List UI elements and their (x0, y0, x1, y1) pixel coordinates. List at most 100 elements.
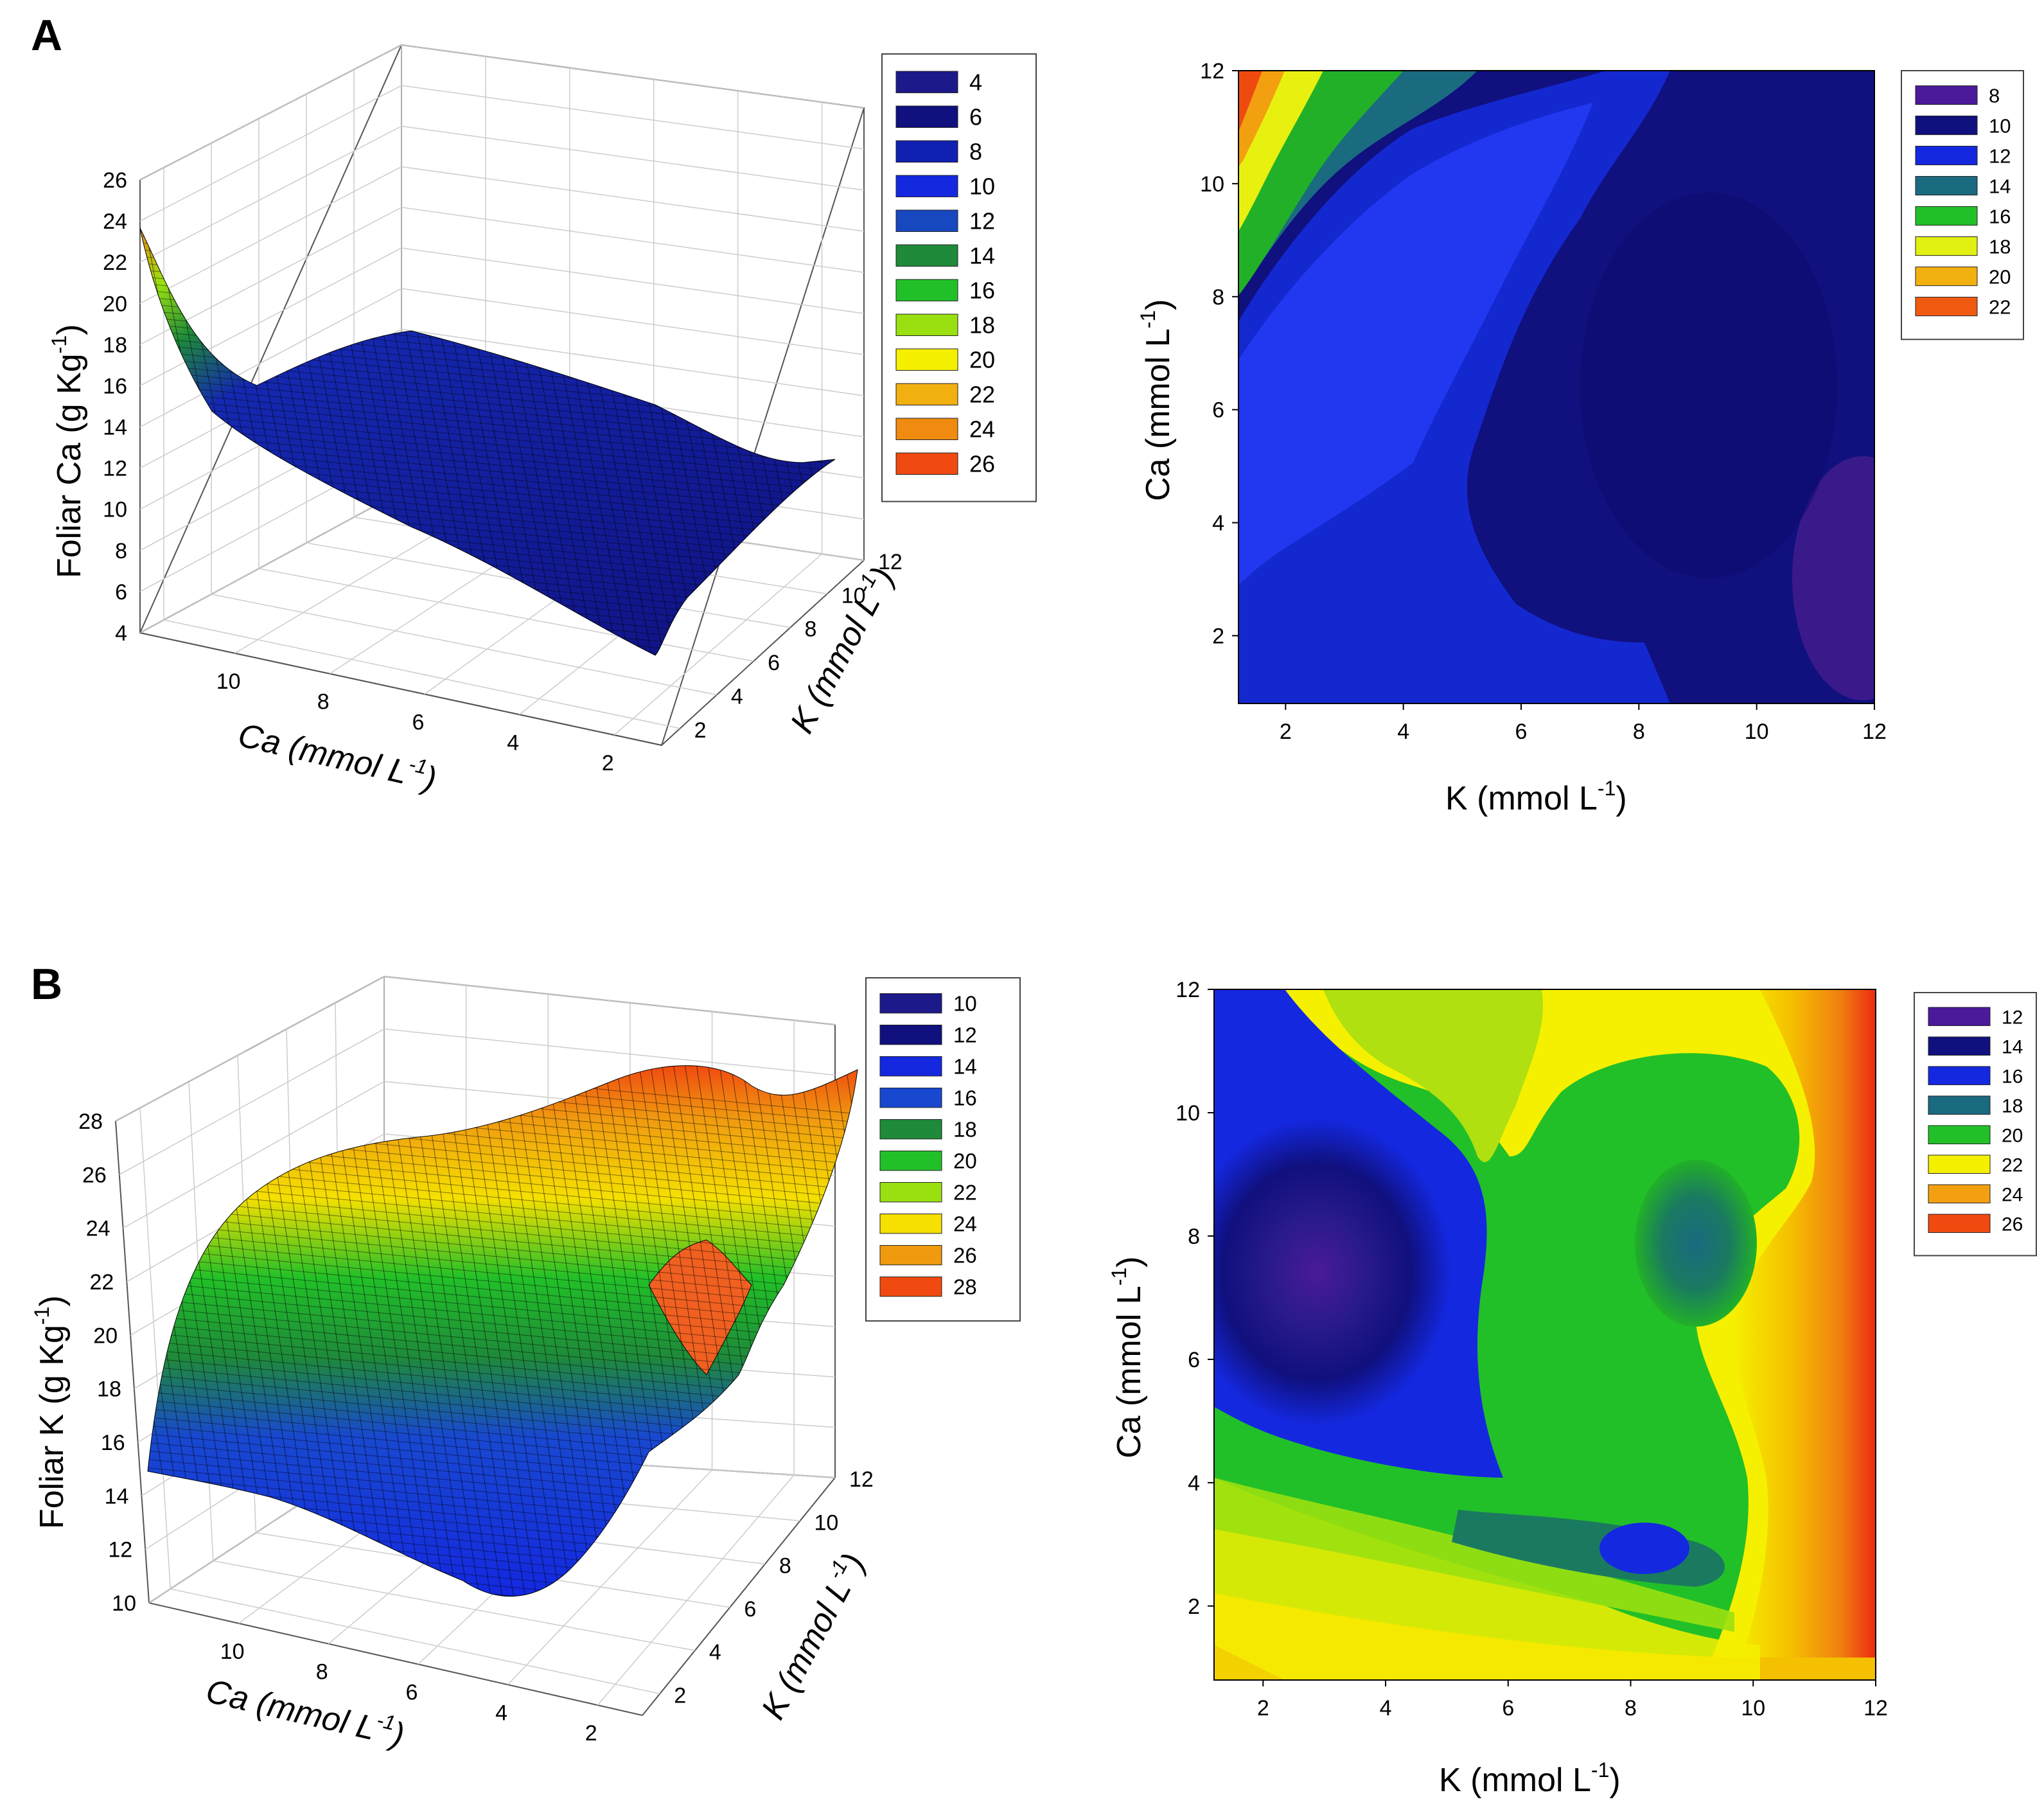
contour-a-ylabel: Ca (mmol L-1) (1136, 299, 1177, 502)
contour-b-right-gradient (1733, 989, 1876, 1680)
mesh-line (440, 1065, 531, 1596)
legend-swatch (1928, 1007, 1991, 1027)
legend-label: 20 (969, 347, 995, 373)
x-tick-label: 8 (316, 1660, 328, 1685)
y-tick-label: 6 (744, 1597, 756, 1622)
contour-a-frame (1238, 70, 1875, 704)
legend-swatch (879, 1214, 942, 1234)
legend-swatch (895, 175, 958, 197)
x-tick-label: 2 (1280, 720, 1292, 744)
z-tick-label: 24 (86, 1217, 110, 1241)
legend-swatch (895, 140, 958, 163)
mesh-line (140, 285, 835, 364)
legend-swatch (879, 993, 942, 1014)
z-tick-label: 12 (103, 457, 127, 481)
legend-label: 12 (1989, 145, 2011, 167)
legend-frame (1901, 70, 2024, 340)
x-tick-label: 8 (317, 690, 330, 714)
mesh-line (818, 1065, 858, 1596)
legend-label: 20 (1989, 265, 2011, 288)
mesh-line (405, 1065, 497, 1596)
legend-swatch (1928, 1154, 1991, 1174)
mesh-line (750, 228, 835, 655)
panel-label-b: B (31, 960, 62, 1009)
x-tick-label: 2 (1257, 1696, 1269, 1720)
y-tick-label: 2 (674, 1683, 686, 1708)
legend-label: 12 (953, 1023, 977, 1047)
legend-label: 12 (969, 208, 995, 234)
mesh-line (148, 1589, 858, 1596)
x-tick-label: 8 (1633, 720, 1645, 744)
legend-swatch (1915, 176, 1978, 196)
legend-swatch (895, 383, 958, 405)
legend-label: 28 (953, 1275, 977, 1298)
y-gridline (258, 118, 754, 662)
mesh-line (509, 1065, 600, 1596)
legend-swatch (879, 1119, 942, 1140)
legend-label: 18 (969, 312, 995, 339)
surface-a-zlabel: Foliar Ca (g Kg-1) (48, 324, 88, 578)
y-tick-label: 8 (804, 617, 816, 642)
y-tick-label: 12 (849, 1467, 874, 1492)
legend-surface-a: 4 6 8 10 12 14 16 18 20 22 24 26 (881, 53, 1037, 502)
z-tick-label: 20 (103, 292, 127, 316)
legend-swatch (879, 1056, 942, 1077)
mesh-line (140, 393, 835, 471)
y-tick-label: 8 (1188, 1225, 1200, 1249)
mesh-line (140, 228, 835, 296)
legend-swatch (1915, 146, 1978, 166)
surface-b-zlabel: Foliar K (g Kg-1) (30, 1295, 71, 1529)
legend-swatch (1928, 1214, 1991, 1234)
surface-a-xlabel: Ca (mmol L-1) (234, 713, 441, 798)
contour-b-teal-ring (1635, 1160, 1757, 1327)
mesh-line (417, 1065, 508, 1596)
z-tick-label: 18 (103, 333, 127, 357)
z-tick-label: 10 (112, 1591, 136, 1616)
y-tick-label: 2 (694, 718, 707, 743)
x-tick-label: 10 (1741, 1696, 1765, 1720)
legend-swatch (895, 452, 958, 475)
x-tick-label: 12 (1862, 720, 1887, 744)
legend-swatch (1928, 1095, 1991, 1115)
mesh-line (148, 1209, 858, 1287)
legend-swatch (1915, 236, 1978, 256)
z-tick-label: 4 (115, 621, 127, 646)
mesh-line (474, 1065, 565, 1596)
mesh-line (727, 228, 818, 655)
legend-swatch (1928, 1125, 1991, 1145)
legend-contour-a: 8 10 12 14 16 18 20 22 (1901, 70, 2024, 340)
z-tick-label: 14 (103, 416, 127, 440)
z-tick-label: 24 (103, 209, 127, 234)
mesh-line (497, 1065, 588, 1596)
z-tick-label: 16 (103, 374, 127, 398)
contour-b-axes: 2 4 6 8 10 12 2 4 6 8 10 12 (1176, 978, 1888, 1720)
x-tick-label: 10 (220, 1640, 245, 1664)
mesh-line (394, 1065, 485, 1596)
y-tick-label: 10 (1200, 172, 1224, 197)
y-tick-label: 8 (1212, 285, 1224, 310)
legend-label: 16 (953, 1086, 977, 1110)
mesh-line (140, 272, 835, 350)
legend-swatch (895, 418, 958, 440)
mesh-line (140, 228, 835, 290)
legend-swatch (879, 1245, 942, 1266)
legend-label: 4 (969, 69, 982, 96)
legend-swatch (895, 348, 958, 371)
legend-label: 12 (2002, 1007, 2023, 1028)
z-gridline (139, 125, 865, 263)
legend-label: 20 (2002, 1125, 2023, 1146)
contour-a-blue-region (1238, 71, 1670, 703)
legend-label: 22 (969, 382, 995, 408)
mesh-line (148, 1065, 858, 1127)
x-tick-label: 12 (1863, 1696, 1888, 1720)
legend-label: 26 (969, 451, 995, 477)
legend-label: 16 (969, 278, 995, 304)
legend-surface-b: 10 12 14 16 18 20 22 24 26 28 (865, 977, 1021, 1322)
legend-label: 26 (2002, 1214, 2023, 1235)
legend-swatch (895, 105, 958, 128)
y-tick-label: 4 (731, 684, 743, 709)
mesh-line (140, 399, 835, 477)
surface-b-mesh (147, 1065, 858, 1597)
